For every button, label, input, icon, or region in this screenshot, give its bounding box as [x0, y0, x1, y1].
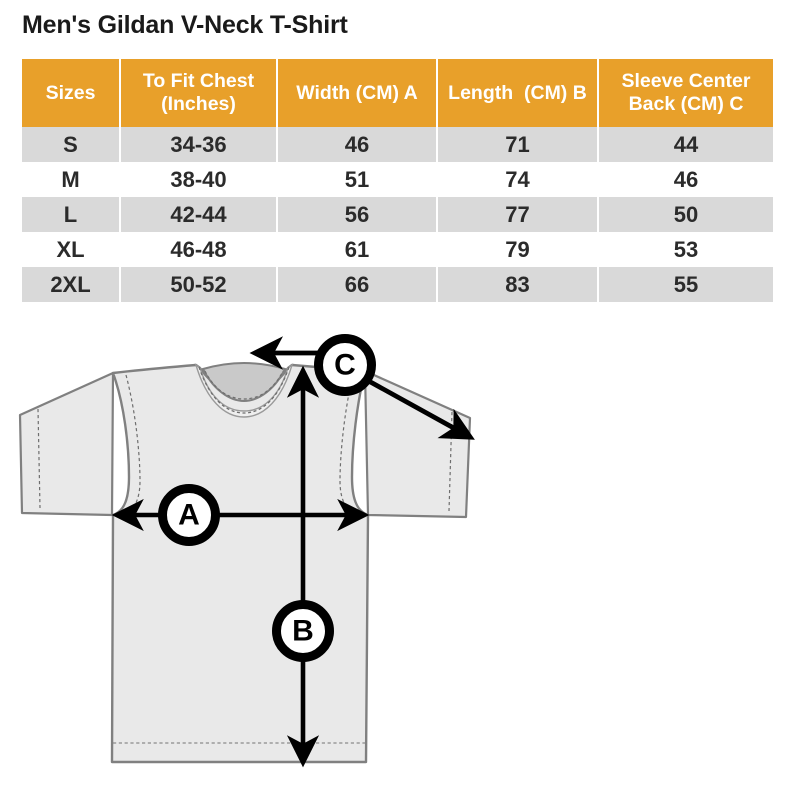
table-row: L 42-44 56 77 50	[22, 197, 773, 232]
column-header-length: Length (CM) B	[436, 59, 599, 127]
cell-size: L	[22, 197, 121, 232]
tshirt-body-shape	[110, 363, 370, 764]
column-header-sleeve: Sleeve Center Back (CM) C	[597, 59, 773, 127]
marker-c-circle	[314, 334, 376, 396]
column-header-width: Width (CM) A	[276, 59, 438, 127]
measurement-marker-a-group: A	[111, 484, 370, 546]
cell-sleeve: 44	[597, 127, 773, 162]
cell-sleeve: 46	[597, 162, 773, 197]
page-title: Men's Gildan V-Neck T-Shirt	[22, 11, 348, 39]
cell-width: 66	[276, 267, 438, 302]
table-row: 2XL 50-52 66 83 55	[22, 267, 773, 302]
cell-chest: 38-40	[119, 162, 278, 197]
cell-size: XL	[22, 232, 121, 267]
table-header-row: Sizes To Fit Chest (Inches) Width (CM) A…	[22, 59, 773, 127]
cell-length: 74	[436, 162, 599, 197]
cell-length: 77	[436, 197, 599, 232]
cell-size: M	[22, 162, 121, 197]
marker-a-label: A	[178, 499, 200, 532]
column-header-chest: To Fit Chest (Inches)	[119, 59, 278, 127]
marker-c-label: C	[334, 349, 356, 382]
cell-length: 79	[436, 232, 599, 267]
measurement-marker-c-group: C	[249, 334, 475, 440]
marker-a-circle	[158, 484, 220, 546]
size-chart-table: Sizes To Fit Chest (Inches) Width (CM) A…	[22, 59, 773, 302]
marker-b-label: B	[292, 615, 314, 648]
right-cuff-stitch	[448, 411, 453, 512]
cell-chest: 42-44	[119, 197, 278, 232]
cell-width: 61	[276, 232, 438, 267]
table-row: S 34-36 46 71 44	[22, 127, 773, 162]
column-header-sizes: Sizes	[22, 59, 121, 127]
left-armhole-stitch	[119, 374, 141, 518]
left-cuff-stitch	[37, 408, 41, 509]
cell-size: S	[22, 127, 121, 162]
cell-width: 51	[276, 162, 438, 197]
table-row: XL 46-48 61 79 53	[22, 232, 773, 267]
table-row: M 38-40 51 74 46	[22, 162, 773, 197]
cell-sleeve: 53	[597, 232, 773, 267]
tshirt-garment-group	[18, 361, 472, 764]
cell-sleeve: 55	[597, 267, 773, 302]
right-sleeve-shape	[363, 369, 472, 519]
cell-width: 46	[276, 127, 438, 162]
cell-chest: 46-48	[119, 232, 278, 267]
cell-width: 56	[276, 197, 438, 232]
cell-length: 83	[436, 267, 599, 302]
tshirt-diagram: A B C	[0, 325, 800, 791]
cell-size: 2XL	[22, 267, 121, 302]
cell-chest: 34-36	[119, 127, 278, 162]
left-sleeve-shape	[18, 371, 115, 517]
cell-length: 71	[436, 127, 599, 162]
cell-chest: 50-52	[119, 267, 278, 302]
marker-b-circle	[272, 600, 334, 662]
cell-sleeve: 50	[597, 197, 773, 232]
